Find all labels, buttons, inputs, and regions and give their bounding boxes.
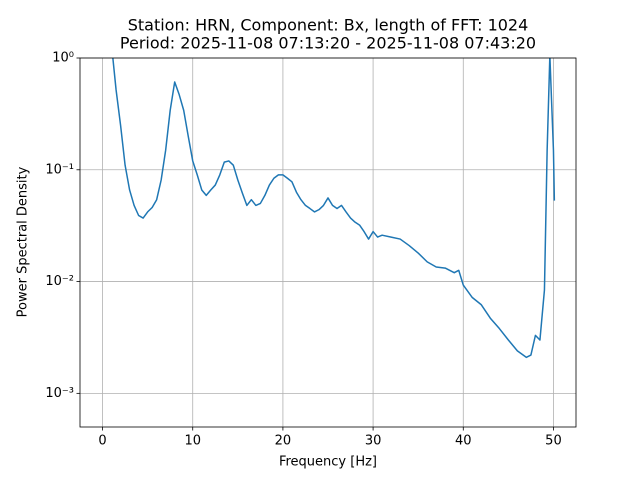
x-tick-label: 0 (98, 434, 106, 449)
x-tick-label: 50 (545, 434, 562, 449)
tick-layer: 0 10 20 30 40 50 10⁻³ 10⁻² 10⁻¹ 10⁰ (45, 51, 561, 449)
x-tick-label: 30 (365, 434, 382, 449)
x-tick-label: 20 (275, 434, 292, 449)
chart-title: Station: HRN, Component: Bx, length of F… (128, 16, 529, 35)
y-tick-label: 10⁻³ (45, 386, 74, 401)
y-axis-label: Power Spectral Density (16, 166, 31, 317)
x-axis-label: Frequency [Hz] (279, 455, 377, 470)
y-tick-label: 10⁰ (52, 51, 74, 66)
plot-area (112, 58, 556, 359)
data-line (112, 58, 556, 359)
axes-frame (79, 57, 577, 428)
chart-subtitle: Period: 2025-11-08 07:13:20 - 2025-11-08… (120, 34, 536, 53)
y-tick-label: 10⁻² (45, 274, 74, 289)
y-tick-label: 10⁻¹ (45, 162, 74, 177)
x-tick-label: 10 (184, 434, 201, 449)
x-tick-label: 40 (455, 434, 472, 449)
